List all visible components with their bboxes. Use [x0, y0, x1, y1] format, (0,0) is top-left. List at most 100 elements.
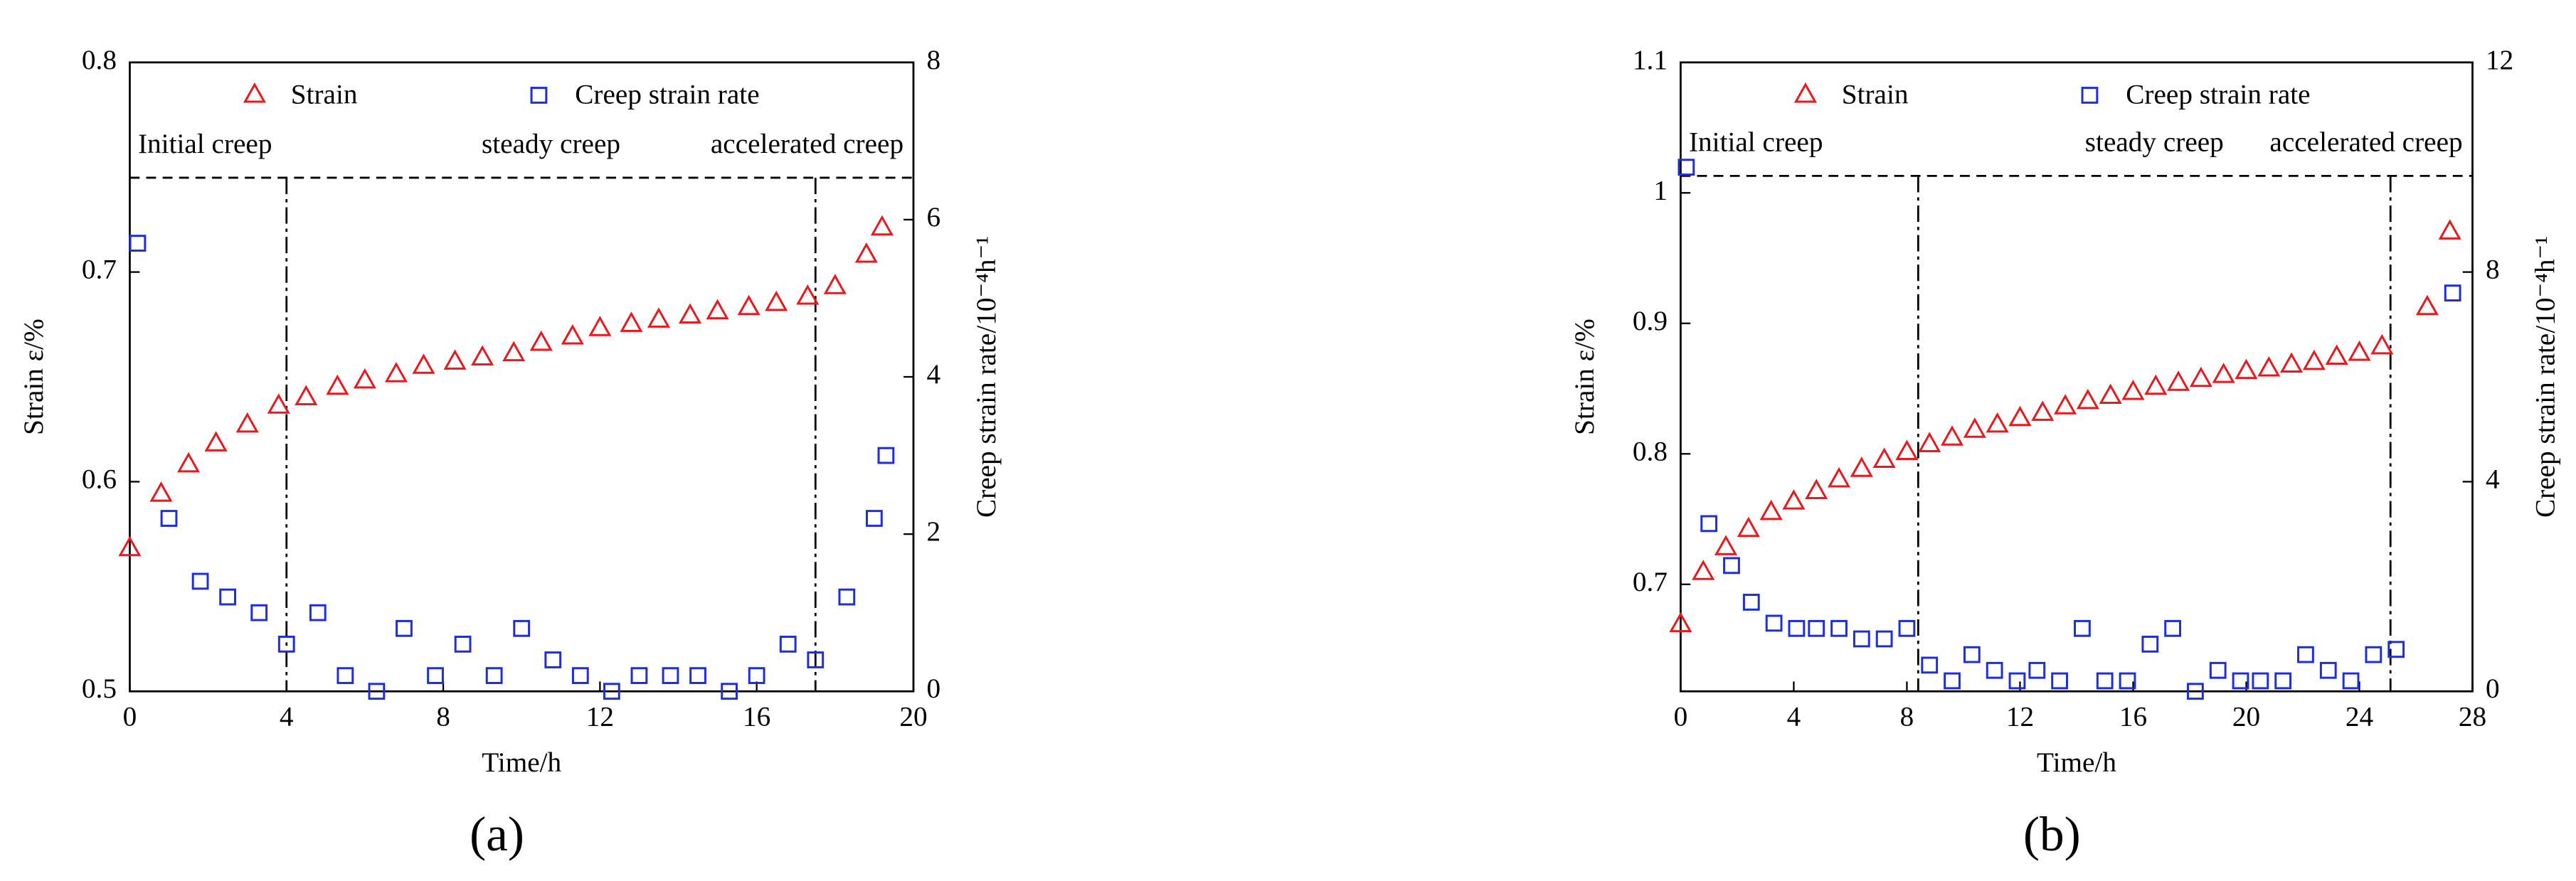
marker-triangle: [471, 345, 494, 365]
marker-triangle: [620, 311, 643, 332]
x-tick-label: 24: [2346, 702, 2374, 732]
y-axis-label: Strain ε/%: [18, 319, 49, 435]
marker-square: [2187, 683, 2204, 700]
marker-triangle: [2189, 366, 2212, 388]
marker-square: [219, 588, 237, 606]
marker-triangle: [118, 535, 142, 557]
marker-triangle: [2438, 219, 2461, 240]
marker-square: [277, 636, 295, 653]
y2-tick-label: 12: [2486, 45, 2513, 75]
marker-square: [1677, 159, 1695, 176]
marker-triangle: [412, 353, 435, 374]
x-tick-label: 28: [2459, 702, 2486, 732]
y2-axis-label: Creep strain rate/10⁻⁴h⁻¹: [2530, 236, 2561, 518]
marker-triangle: [765, 290, 788, 311]
x-tick-label: 8: [436, 702, 450, 732]
marker-triangle: [678, 303, 702, 324]
marker-triangle: [2325, 344, 2348, 365]
marker-square: [454, 636, 472, 653]
marker-square: [1944, 672, 1961, 690]
plot-frame: [1680, 61, 2474, 693]
marker-square: [544, 651, 562, 668]
marker-triangle: [1986, 412, 2009, 433]
y-tick-label: 0.7: [82, 255, 117, 285]
legend-marker: [243, 82, 267, 103]
marker-square: [1921, 656, 1939, 674]
y2-tick-label: 8: [926, 45, 940, 75]
marker-square: [2008, 672, 2026, 690]
marker-square: [2164, 619, 2182, 637]
marker-triangle: [149, 481, 173, 502]
marker-square: [2274, 672, 2292, 690]
y-tick-label: 1.1: [1633, 45, 1668, 75]
x-tick-label: 20: [2232, 702, 2260, 732]
marker-square: [689, 667, 706, 685]
marker-square: [1830, 619, 1848, 637]
legend-label: Strain: [1842, 79, 1909, 110]
y-tick-label: 0.8: [82, 45, 117, 75]
marker-triangle: [2257, 356, 2281, 377]
marker-triangle: [706, 299, 729, 320]
y2-tick-label: 0: [926, 673, 940, 704]
marker-triangle: [204, 431, 228, 452]
marker-triangle: [1805, 479, 1828, 500]
marker-triangle: [1737, 516, 1760, 538]
marker-triangle: [295, 385, 318, 406]
marker-triangle: [796, 284, 820, 305]
x-axis-label: Time/h: [2037, 747, 2116, 778]
marker-triangle: [384, 361, 408, 383]
marker-square: [309, 604, 327, 621]
y-tick-label: 0.5: [82, 673, 117, 704]
marker-square: [2232, 672, 2249, 690]
marker-square: [2387, 641, 2405, 658]
y-axis-label: Strain ε/%: [1569, 319, 1600, 435]
x-tick-label: 12: [2006, 702, 2034, 732]
x-tick-label: 12: [586, 702, 614, 732]
marker-triangle: [1940, 425, 1964, 446]
marker-triangle: [1872, 447, 1896, 468]
legend-label: Strain: [291, 79, 358, 110]
marker-square: [1875, 630, 1893, 648]
marker-triangle: [1714, 535, 1738, 555]
marker-square: [2252, 672, 2269, 690]
marker-square: [662, 667, 679, 685]
marker-triangle: [1850, 456, 1873, 477]
marker-triangle: [2302, 349, 2326, 370]
legend-label: Creep strain rate: [2126, 79, 2310, 110]
marker-triangle: [1692, 560, 1715, 580]
y-tick-label: 0.6: [82, 464, 117, 494]
marker-triangle: [502, 341, 526, 362]
marker-triangle: [1895, 439, 1919, 460]
chart: 0 4 8 12 16 20 24 280.70.80.911.104812Time/hStr…: [1569, 45, 2561, 861]
marker-square: [2074, 619, 2091, 637]
marker-square: [721, 683, 738, 700]
legend-marker: [2081, 87, 2099, 104]
y2-tick-label: 6: [926, 202, 940, 233]
marker-square: [2028, 661, 2046, 679]
marker-square: [1723, 557, 1740, 575]
marker-square: [1808, 619, 1825, 637]
marker-triangle: [235, 412, 259, 433]
marker-square: [2209, 661, 2227, 679]
marker-triangle: [870, 215, 894, 236]
marker-square: [396, 619, 413, 637]
marker-square: [866, 510, 883, 527]
marker-square: [191, 572, 209, 590]
marker-square: [603, 683, 620, 700]
marker-triangle: [2348, 340, 2371, 361]
marker-triangle: [2099, 383, 2122, 405]
marker-square: [838, 588, 856, 606]
x-tick-label: 20: [899, 702, 927, 732]
marker-triangle: [267, 393, 290, 414]
marker-square: [779, 636, 797, 653]
marker-square: [571, 667, 589, 685]
marker-square: [160, 510, 178, 527]
marker-square: [1742, 594, 1760, 611]
phase-label: accelerated creep: [711, 129, 903, 159]
y-tick-label: 0.9: [1633, 306, 1668, 336]
marker-triangle: [2370, 333, 2394, 355]
marker-triangle: [2008, 405, 2032, 427]
x-tick-label: 0: [123, 702, 137, 732]
